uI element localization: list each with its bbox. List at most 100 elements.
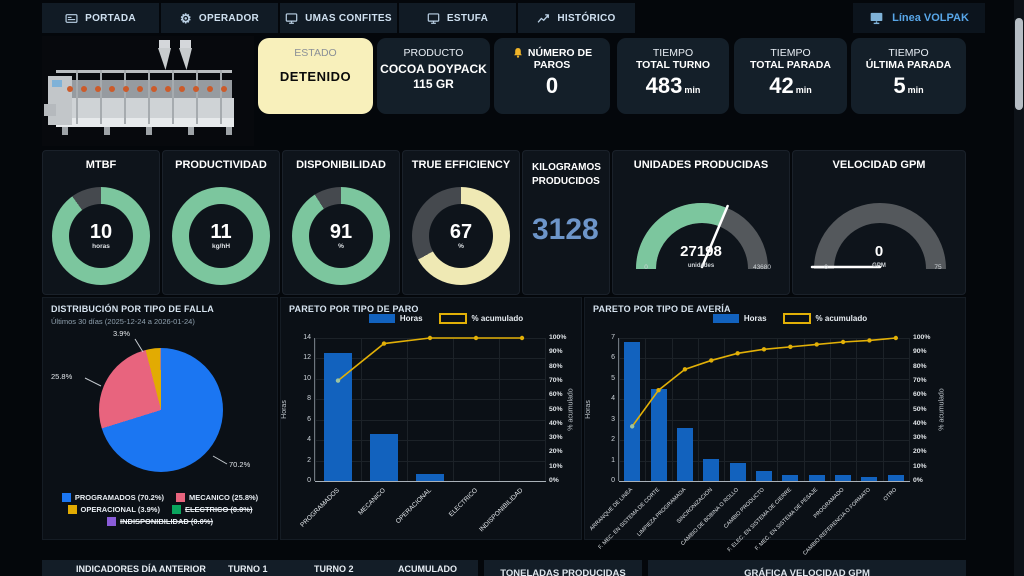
y2-tick-label: 50%	[913, 405, 927, 413]
kpi-title: PRODUCTIVIDAD	[175, 159, 267, 171]
gauge-needle	[700, 204, 729, 269]
top-nav: PORTADA ⚙ OPERADOR UMAS CONFITES ESTUFA …	[42, 3, 635, 33]
card-title: TIEMPO	[888, 47, 929, 59]
pie-callout: 3.9%	[113, 329, 131, 338]
gridline-v	[777, 338, 779, 481]
legend-swatch	[107, 517, 117, 526]
legend-label: % acumulado	[815, 314, 868, 323]
kpi-value: 67	[449, 221, 473, 243]
paros-value: 0	[545, 73, 559, 98]
x-category-label: LIMPIEZA PROGRAMADA	[636, 487, 688, 538]
card-title: TIEMPO	[652, 47, 694, 59]
pie-legend-row: PROGRAMADOS (70.2%) MECANICO (25.8%)	[61, 493, 259, 502]
nav-tab-label: ESTUFA	[446, 12, 489, 24]
pareto-bar	[835, 474, 852, 481]
pareto-bar	[676, 427, 693, 481]
legend-label: INDISPONIBILIDAD (0.0%)	[120, 517, 213, 526]
status-card-tiempo-total-turno: TIEMPO TOTAL TURNO 483 min	[617, 38, 729, 114]
y-tick-label: 5	[611, 374, 615, 382]
kilogramos-value: 3128	[532, 213, 599, 246]
gridline-h	[315, 419, 545, 421]
nav-tab-operador[interactable]: ⚙ OPERADOR	[161, 3, 278, 33]
pareto-bar	[703, 458, 720, 481]
nav-tab-estufa[interactable]: ESTUFA	[399, 3, 516, 33]
gridline-v	[909, 338, 910, 481]
x-category-label: OPERACIONAL	[394, 487, 433, 526]
x-category-label: MECANICO	[357, 487, 387, 517]
y2-tick-label: 80%	[913, 362, 927, 370]
nav-tab-umas-confites[interactable]: UMAS CONFITES	[280, 3, 397, 33]
y2-tick-label: 10%	[913, 462, 927, 470]
legend-swatch	[61, 493, 71, 502]
y2-tick-label: 70%	[913, 376, 927, 384]
kpi-unidades-producidas: UNIDADES PRODUCIDAS 27198 unidades 0 436…	[612, 150, 790, 295]
legend-label: OPERACIONAL (3.9%)	[80, 505, 160, 514]
y2-tick-label: 10%	[549, 462, 563, 470]
gridline-h	[619, 440, 909, 442]
bars-legend-swatch	[712, 314, 739, 323]
nav-tab-historico[interactable]: HISTÓRICO	[518, 3, 635, 33]
card-title: TIEMPO	[770, 47, 811, 59]
gridline-h	[619, 358, 909, 360]
y2-tick-label: 80%	[549, 362, 563, 370]
pareto-bar	[370, 434, 398, 481]
x-axis-line	[619, 481, 910, 482]
panel-distribucion-tipo-falla: DISTRIBUCIÓN POR TIPO DE FALLA Últimos 3…	[42, 297, 278, 540]
estado-value: DETENIDO	[279, 69, 352, 84]
y2-tick-label: 90%	[913, 348, 927, 356]
gauge-min-label: 0	[644, 264, 648, 271]
machine-image	[42, 36, 254, 146]
y2-tick-label: 20%	[913, 448, 927, 456]
disponibilidad-donut: 91%	[292, 187, 390, 285]
pie-legend-item: INDISPONIBILIDAD (0.0%)	[107, 517, 213, 526]
kpi-velocidad-gpm: VELOCIDAD GPM 0 GPM 0 75	[792, 150, 966, 295]
falla-pie-chart	[99, 348, 223, 472]
bottom-tab-turno-2[interactable]: TURNO 2	[314, 564, 354, 574]
panel-title: GRÁFICA VELOCIDAD GPM	[744, 568, 870, 576]
legend-label: % acumulado	[471, 314, 524, 323]
legend-label: MECANICO (25.8%)	[189, 493, 259, 502]
status-card-tiempo-total-parada: TIEMPO TOTAL PARADA 42 min	[734, 38, 847, 114]
legend-label: ELECTRICO (0.0%)	[184, 505, 253, 514]
device-selector[interactable]: Línea VOLPAK	[853, 3, 985, 33]
nav-tab-label: HISTÓRICO	[557, 12, 616, 24]
kpi-mtbf: MTBF 10 horas	[42, 150, 160, 295]
x-category-label: PROGRAMADOS	[299, 487, 341, 529]
kpi-unit: %	[458, 243, 464, 250]
pareto-legend: Horas % acumulado	[311, 313, 581, 324]
pareto-bar	[861, 476, 878, 481]
legend-label: PROGRAMADOS (70.2%)	[74, 493, 164, 502]
y-tick-label: 6	[611, 354, 615, 362]
y2-tick-label: 70%	[549, 376, 563, 384]
chart-title: PARETO POR TIPO DE PARO	[289, 304, 419, 314]
y2-tick-label: 30%	[913, 434, 927, 442]
gridline-h	[315, 338, 545, 339]
bottom-tab-turno-1[interactable]: TURNO 1	[228, 564, 268, 574]
y2-axis-title: % acumulado	[567, 387, 575, 431]
gridline-v	[453, 338, 454, 481]
bottom-tab-indicadores-dia-anterior[interactable]: INDICADORES DÍA ANTERIOR	[76, 564, 206, 574]
gridline-h	[315, 440, 545, 442]
card-title-line2: ÚLTIMA PARADA	[865, 59, 952, 71]
bottom-tab-acumulado[interactable]: ACUMULADO	[398, 564, 457, 574]
y-tick-label: 3	[611, 415, 615, 423]
y-tick-label: 8	[307, 395, 311, 403]
legend-label: Horas	[743, 314, 767, 323]
gauge-max-label: 43680	[752, 264, 772, 271]
gridline-v	[407, 338, 408, 481]
nav-tab-portada[interactable]: PORTADA	[42, 3, 159, 33]
bottom-tab-bar: INDICADORES DÍA ANTERIOR TURNO 1 TURNO 2…	[42, 560, 478, 576]
kpi-title: TRUE EFFICIENCY	[411, 159, 511, 171]
status-card-producto: PRODUCTO COCOA DOYPACK 115 GR	[377, 38, 490, 114]
scrollbar-thumb[interactable]	[1015, 18, 1023, 110]
kpi-unit: %	[338, 243, 344, 250]
producto-value: COCOA DOYPACK 115 GR	[380, 62, 487, 91]
kpi-title: KILOGRAMOS PRODUCIDOS	[532, 162, 601, 187]
x-axis-line	[315, 481, 546, 482]
gridline-h	[315, 399, 545, 401]
line-legend-swatch	[438, 313, 467, 324]
card-title-line2: PAROS	[533, 59, 571, 71]
productividad-donut: 11 kg/hH	[172, 187, 270, 285]
pareto-bar	[624, 342, 641, 481]
